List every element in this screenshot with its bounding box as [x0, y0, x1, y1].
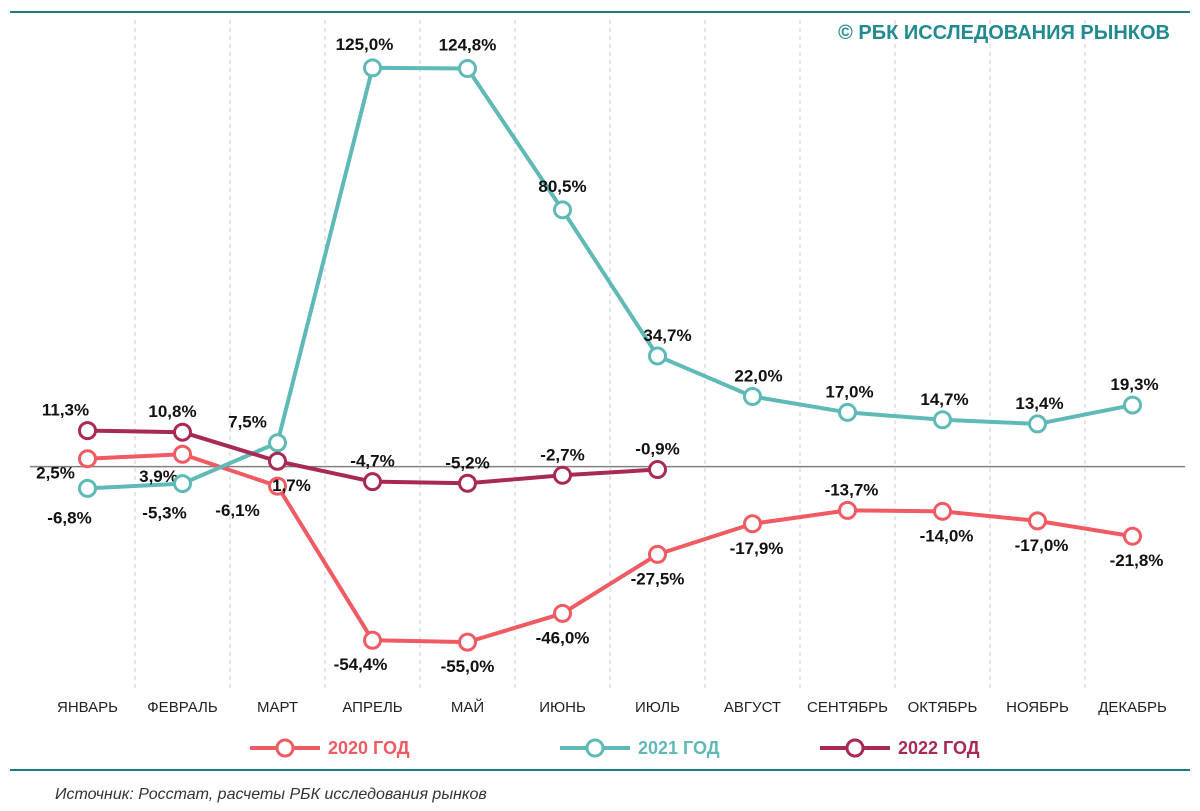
svg-text:ДЕКАБРЬ: ДЕКАБРЬ: [1098, 699, 1167, 716]
source-label: Источник: Росстат, расчеты РБК исследова…: [55, 786, 487, 804]
svg-text:11,3%: 11,3%: [42, 401, 89, 420]
svg-text:-4,7%: -4,7%: [350, 452, 394, 471]
svg-text:2,5%: 2,5%: [36, 464, 75, 483]
svg-text:13,4%: 13,4%: [1015, 394, 1063, 413]
svg-text:ИЮЛЬ: ИЮЛЬ: [635, 699, 680, 716]
svg-text:125,0%: 125,0%: [336, 35, 394, 54]
svg-text:7,5%: 7,5%: [228, 413, 267, 432]
svg-text:ФЕВРАЛЬ: ФЕВРАЛЬ: [147, 699, 218, 716]
copyright-label: © РБК ИССЛЕДОВАНИЯ РЫНКОВ: [838, 22, 1170, 45]
svg-text:-46,0%: -46,0%: [536, 628, 590, 647]
svg-text:17,0%: 17,0%: [825, 382, 873, 401]
svg-text:ИЮНЬ: ИЮНЬ: [539, 699, 586, 716]
svg-text:-17,0%: -17,0%: [1015, 536, 1069, 555]
svg-text:-14,0%: -14,0%: [920, 526, 974, 545]
svg-text:-27,5%: -27,5%: [631, 569, 685, 588]
svg-text:ОКТЯБРЬ: ОКТЯБРЬ: [908, 699, 978, 716]
svg-text:-55,0%: -55,0%: [441, 657, 495, 676]
svg-text:-5,2%: -5,2%: [445, 453, 489, 472]
svg-text:34,7%: 34,7%: [643, 326, 691, 345]
svg-text:14,7%: 14,7%: [920, 390, 968, 409]
svg-text:-6,1%: -6,1%: [215, 501, 259, 520]
svg-text:80,5%: 80,5%: [538, 177, 586, 196]
svg-text:-0,9%: -0,9%: [635, 440, 679, 459]
svg-text:МАЙ: МАЙ: [451, 698, 484, 716]
svg-text:НОЯБРЬ: НОЯБРЬ: [1006, 699, 1069, 716]
svg-text:АПРЕЛЬ: АПРЕЛЬ: [342, 699, 402, 716]
svg-text:10,8%: 10,8%: [148, 402, 196, 421]
svg-text:2022 ГОД: 2022 ГОД: [898, 738, 980, 758]
svg-text:МАРТ: МАРТ: [257, 699, 298, 716]
svg-text:2021 ГОД: 2021 ГОД: [638, 738, 720, 758]
svg-text:19,3%: 19,3%: [1110, 375, 1158, 394]
svg-text:-54,4%: -54,4%: [334, 655, 388, 674]
svg-text:2020 ГОД: 2020 ГОД: [328, 738, 410, 758]
svg-text:-2,7%: -2,7%: [540, 445, 584, 464]
svg-text:1,7%: 1,7%: [272, 476, 311, 495]
svg-text:-21,8%: -21,8%: [1110, 551, 1164, 570]
svg-text:22,0%: 22,0%: [734, 366, 782, 385]
svg-text:3,9%: 3,9%: [139, 467, 178, 486]
svg-text:-6,8%: -6,8%: [47, 508, 91, 527]
svg-text:АВГУСТ: АВГУСТ: [724, 699, 781, 716]
line-chart: 2,5% 3,9% -6,1% -54,4% -55,0% -46,0% -27,5% -17…: [0, 0, 1200, 811]
svg-text:-17,9%: -17,9%: [730, 539, 784, 558]
svg-text:-5,3%: -5,3%: [142, 504, 186, 523]
svg-text:ЯНВАРЬ: ЯНВАРЬ: [57, 699, 118, 716]
chart-container: 2,5% 3,9% -6,1% -54,4% -55,0% -46,0% -27,5% -17…: [0, 0, 1200, 811]
svg-text:-13,7%: -13,7%: [825, 480, 879, 499]
svg-text:124,8%: 124,8%: [439, 35, 497, 54]
svg-text:СЕНТЯБРЬ: СЕНТЯБРЬ: [807, 699, 888, 716]
